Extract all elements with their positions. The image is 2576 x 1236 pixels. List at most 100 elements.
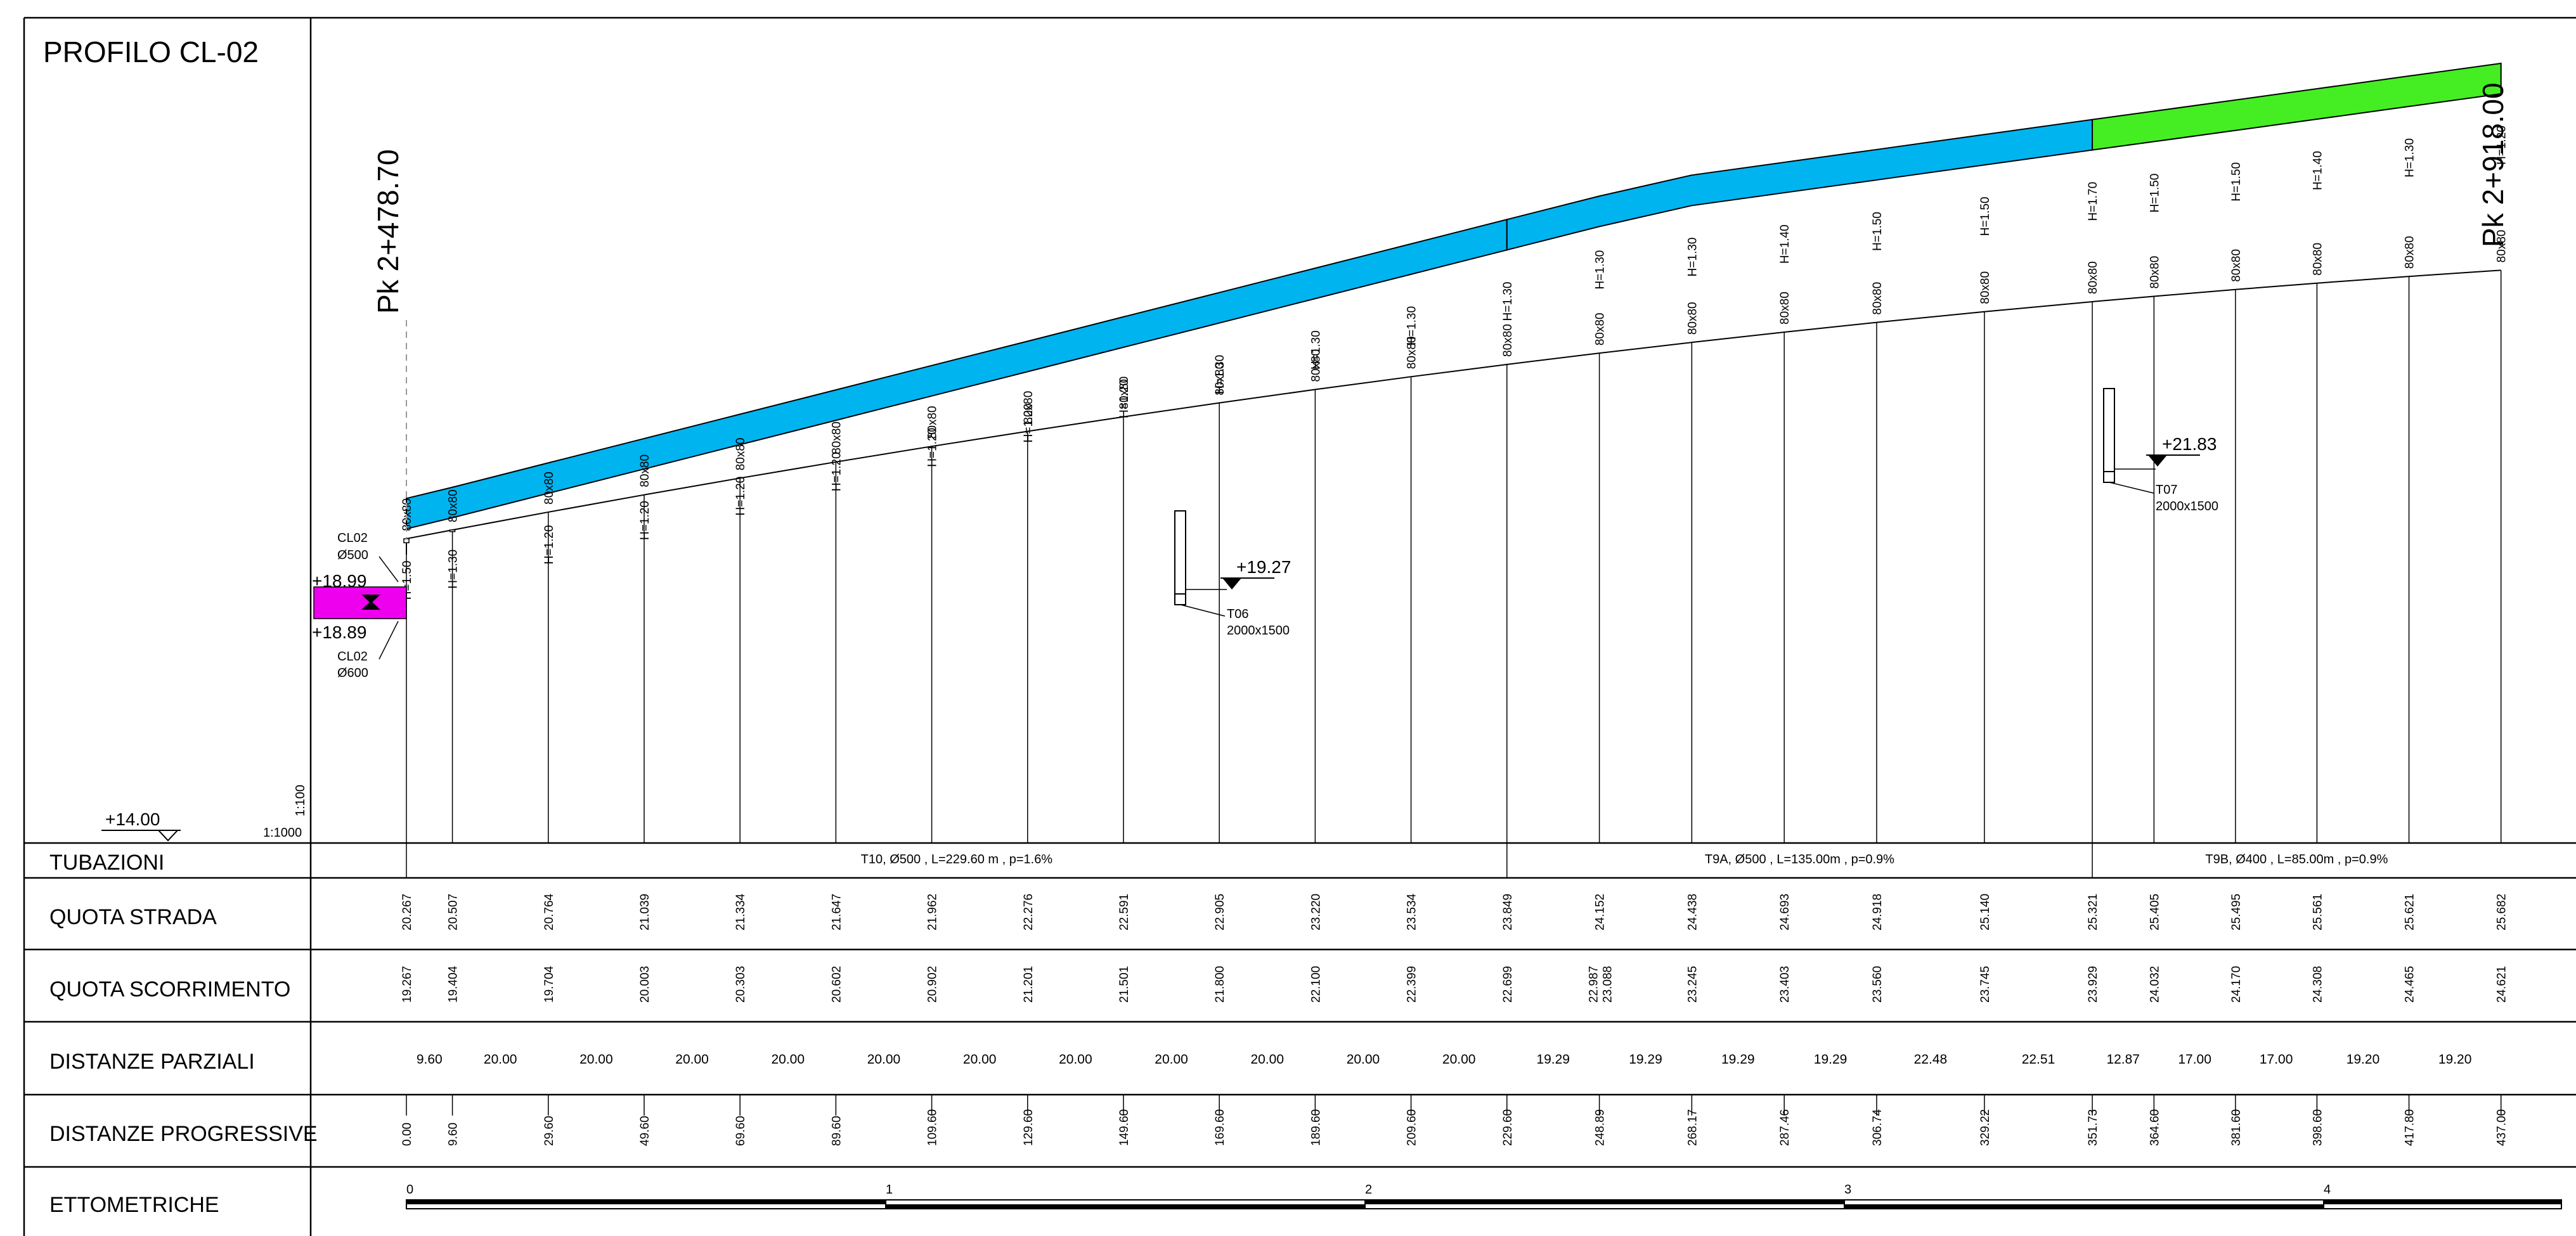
invert-elevation-value: 24.465 bbox=[2404, 966, 2417, 1003]
partial-distance-value: 17.00 bbox=[2260, 1052, 2293, 1067]
manhole-size-label: 80x80 bbox=[1406, 337, 1419, 370]
pipe-label: T9A, Ø500 , L=135.00m , p=0.9% bbox=[1705, 853, 1894, 866]
road-elevation-value: 24.918 bbox=[1871, 894, 1884, 930]
scale-horizontal: 1:1000 bbox=[263, 826, 302, 840]
manhole-shaft bbox=[449, 529, 456, 532]
invert-elevation-value: 22.399 bbox=[1406, 966, 1419, 1003]
invert-elevation-value: 20.303 bbox=[734, 966, 748, 1003]
manhole-12: 80x80 H=1.30 bbox=[1501, 282, 1515, 843]
road-elevation-value: 22.905 bbox=[1214, 894, 1227, 930]
structure-t06-name: T06 bbox=[1227, 607, 1248, 621]
manhole-21: 80x80 H=1.40 bbox=[2311, 151, 2324, 843]
partial-distance-value: 19.20 bbox=[2346, 1052, 2380, 1067]
hectometric-label: 2 bbox=[1365, 1183, 1372, 1197]
progressive-distance-value: 189.60 bbox=[1309, 1109, 1323, 1146]
manhole-depth-label: H=1.20 bbox=[543, 525, 556, 564]
pipe-label: T9B, Ø400 , L=85.00m , p=0.9% bbox=[2205, 853, 2388, 866]
road-elevation-value: 23.534 bbox=[1406, 893, 1419, 930]
manhole-3: 80x80 H=1.20 bbox=[638, 454, 652, 843]
table-layer: 20.267 19.267 0.00 20.507 19.404 9.60 20.764 19… bbox=[401, 843, 2509, 1146]
pipe-band-3 bbox=[2092, 62, 2502, 151]
manhole-depth-label: H=1.30 bbox=[1214, 355, 1227, 394]
manhole-size-label: 80x80 bbox=[2495, 230, 2509, 263]
manhole-depth-label: H=1.20 bbox=[2495, 126, 2509, 165]
elev-marker-icon bbox=[1222, 578, 1241, 589]
progressive-distance-value: 364.60 bbox=[2148, 1109, 2161, 1146]
manhole-depth-label: H=1.30 bbox=[2404, 138, 2417, 177]
road-elevation-value: 20.764 bbox=[543, 893, 556, 930]
pipe-band-1 bbox=[406, 219, 1508, 530]
manhole-size-label: 80x80 bbox=[2311, 243, 2324, 276]
manhole-depth-label: H=1.30 bbox=[1309, 330, 1323, 370]
partial-distance-value: 20.00 bbox=[1059, 1052, 1092, 1067]
invert-elevation-value: 20.003 bbox=[638, 966, 652, 1003]
structure-t07-elev: +21.83 bbox=[2162, 434, 2217, 454]
road-elevation-value: 21.334 bbox=[734, 893, 748, 930]
manhole-1: 80x80 H=1.30 bbox=[447, 489, 460, 843]
connection-upper-elev: +18.99 bbox=[312, 571, 366, 591]
road-elevation-value: 25.621 bbox=[2404, 894, 2417, 930]
scale-vertical: 1:100 bbox=[294, 785, 307, 816]
progressive-distance-value: 248.89 bbox=[1594, 1109, 1607, 1146]
manhole-size-label: 80x80 bbox=[1022, 391, 1035, 424]
manhole-15: 80x80 H=1.40 bbox=[1778, 224, 1792, 843]
invert-elevation-value: 23.929 bbox=[2087, 966, 2100, 1003]
invert-elevation-value: 22.699 bbox=[1501, 966, 1515, 1003]
invert-elevation-value: 23.245 bbox=[1686, 966, 1699, 1003]
manhole-19: 80x80 H=1.50 bbox=[2148, 174, 2161, 843]
drawing-title: PROFILO CL-02 bbox=[43, 35, 259, 68]
road-elevation-value: 22.276 bbox=[1022, 894, 1035, 930]
partial-distance-value: 22.51 bbox=[2022, 1052, 2055, 1067]
connection-leader-lower bbox=[379, 621, 399, 660]
elev-marker-icon bbox=[361, 595, 380, 603]
partial-distance-value: 20.00 bbox=[1250, 1052, 1284, 1067]
road-elevation-value: 23.849 bbox=[1501, 894, 1515, 930]
partial-distance-value: 20.00 bbox=[963, 1052, 997, 1067]
manhole-2: 80x80 H=1.20 bbox=[543, 472, 556, 843]
row-label-distanze-progressive: DISTANZE PROGRESSIVE bbox=[49, 1122, 318, 1146]
road-elevation-value: 23.220 bbox=[1309, 894, 1323, 930]
table-frame bbox=[23, 16, 2576, 1236]
road-elevation-value: 21.962 bbox=[926, 894, 940, 930]
road-elevation-value: 24.152 bbox=[1594, 894, 1607, 930]
structure-t06: +19.27 T06 2000x1500 bbox=[1174, 510, 1291, 638]
partial-distance-value: 22.48 bbox=[1914, 1052, 1948, 1067]
partial-distance-value: 19.29 bbox=[1629, 1052, 1662, 1067]
manhole-size-label: 80x80 bbox=[1501, 324, 1515, 357]
progressive-distance-value: 287.46 bbox=[1778, 1109, 1792, 1146]
progressive-distance-value: 229.60 bbox=[1501, 1109, 1515, 1146]
manhole-shaft bbox=[403, 538, 410, 544]
manhole-size-label: 80x80 bbox=[734, 438, 748, 471]
manhole-17: 80x80 H=1.50 bbox=[1979, 196, 1992, 843]
road-elevation-value: 20.507 bbox=[447, 894, 460, 930]
invert-elevation-value: 19.704 bbox=[543, 965, 556, 1003]
connection-upper-name: CL02 bbox=[337, 531, 368, 545]
partial-distance-value: 9.60 bbox=[417, 1052, 443, 1067]
invert-elevation-value: 24.621 bbox=[2495, 966, 2509, 1003]
row-label-tubazioni: TUBAZIONI bbox=[49, 851, 164, 875]
partial-distance-value: 19.29 bbox=[1721, 1052, 1755, 1067]
invert-elevation-value: 20.602 bbox=[830, 966, 843, 1003]
invert-elevation-value: 21.501 bbox=[1118, 966, 1131, 1003]
manhole-depth-label: H=1.20 bbox=[734, 477, 748, 516]
manhole-depth-label: H=1.30 bbox=[1686, 238, 1699, 277]
hectometric-fill bbox=[1844, 1204, 2324, 1209]
manhole-depth-label: H=1.30 bbox=[1594, 250, 1607, 290]
manhole-size-label: 80x80 bbox=[1871, 282, 1884, 315]
progressive-distance-value: 169.60 bbox=[1214, 1109, 1227, 1146]
invert-elevation-value: 23.560 bbox=[1871, 966, 1884, 1003]
manhole-depth-label: H=1.50 bbox=[1979, 196, 1992, 236]
partial-distance-value: 20.00 bbox=[579, 1052, 613, 1067]
manhole-size-label: 80x80 bbox=[543, 472, 556, 505]
partial-distance-value: 20.00 bbox=[867, 1052, 901, 1067]
manhole-size-label: 80x80 bbox=[447, 489, 460, 522]
hectometric-fill bbox=[886, 1204, 1365, 1209]
invert-elevation-value: 22.987 bbox=[1588, 966, 1601, 1003]
partial-distance-value: 20.00 bbox=[675, 1052, 709, 1067]
invert-elevation-value: 22.100 bbox=[1309, 966, 1323, 1003]
row-label-quota-strada: QUOTA STRADA bbox=[49, 905, 217, 929]
manhole-depth-label: H=1.20 bbox=[1118, 379, 1131, 418]
